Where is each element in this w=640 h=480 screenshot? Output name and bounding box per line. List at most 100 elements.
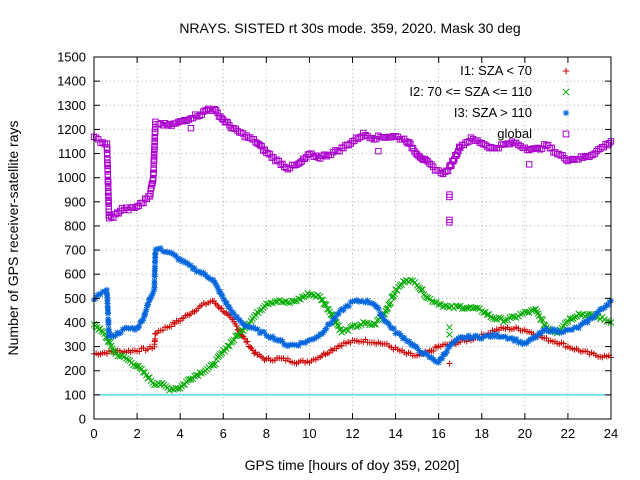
data-point — [553, 150, 561, 158]
outlier-point — [446, 360, 453, 367]
data-point — [112, 210, 119, 218]
data-point — [446, 303, 453, 311]
data-point — [104, 338, 112, 345]
x-tick-label: 20 — [518, 426, 532, 441]
data-point — [491, 315, 499, 323]
data-point — [166, 121, 173, 128]
y-tick-label: 1000 — [57, 170, 86, 185]
data-point — [508, 313, 516, 320]
data-point — [390, 292, 397, 300]
x-tick-label: 22 — [561, 426, 575, 441]
data-point — [120, 206, 128, 214]
data-point — [308, 290, 315, 298]
data-point — [198, 369, 206, 377]
data-point — [508, 138, 516, 145]
data-point — [159, 327, 166, 334]
data-point — [372, 320, 379, 328]
data-point — [335, 322, 342, 330]
data-point — [555, 150, 563, 158]
data-point — [577, 153, 585, 160]
data-point — [155, 121, 162, 128]
data-point — [487, 143, 494, 151]
data-point — [487, 313, 495, 321]
legend-label: I3: SZA > 110 — [454, 105, 532, 120]
data-point — [355, 322, 363, 330]
data-point — [603, 318, 611, 325]
data-point — [419, 286, 426, 293]
data-point — [179, 118, 186, 125]
x-tick-label: 12 — [345, 426, 359, 441]
data-point — [272, 157, 279, 165]
series-layer — [90, 105, 615, 394]
data-point — [189, 114, 197, 122]
y-tick-label: 0 — [79, 412, 86, 427]
data-point — [362, 319, 369, 327]
data-point — [220, 308, 227, 315]
y-tick-label: 200 — [64, 363, 86, 378]
data-point — [435, 301, 443, 308]
x-axis-label: GPS time [hours of doy 359, 2020] — [245, 457, 460, 473]
data-point — [417, 286, 425, 294]
data-point — [164, 122, 171, 129]
data-point — [345, 141, 353, 149]
data-point — [271, 298, 279, 305]
outlier-point — [446, 331, 453, 338]
data-point — [295, 342, 302, 349]
data-point — [207, 362, 215, 369]
data-point — [194, 113, 201, 120]
series-2 — [91, 245, 614, 366]
data-point — [136, 323, 143, 330]
data-point — [104, 162, 111, 169]
data-point — [497, 314, 505, 322]
data-point — [321, 151, 328, 158]
y-tick-label: 700 — [64, 243, 86, 258]
x-tick-label: 6 — [220, 426, 227, 441]
data-point — [110, 214, 117, 221]
data-point — [211, 297, 218, 304]
data-point — [185, 116, 192, 123]
data-point — [517, 310, 524, 318]
data-point — [267, 299, 274, 307]
data-point — [569, 155, 576, 163]
data-point — [194, 372, 202, 379]
grid — [94, 57, 611, 419]
data-point — [525, 146, 533, 154]
data-point — [226, 342, 233, 350]
x-tick-label: 16 — [431, 426, 445, 441]
data-point — [254, 326, 261, 333]
data-point — [537, 330, 544, 337]
data-point — [375, 132, 382, 139]
data-point — [338, 342, 345, 349]
data-point — [181, 116, 188, 124]
data-point — [368, 134, 376, 142]
data-point — [332, 315, 339, 322]
data-point — [103, 146, 111, 153]
plot-frame — [93, 56, 612, 420]
data-point — [589, 151, 597, 158]
data-point — [261, 328, 268, 335]
y-tick-label: 1500 — [57, 50, 86, 65]
data-point — [469, 135, 477, 143]
data-point — [562, 156, 570, 164]
data-point — [560, 340, 567, 347]
data-point — [346, 323, 354, 331]
data-point — [581, 152, 589, 160]
legend-label: global — [497, 126, 532, 141]
data-point — [192, 111, 199, 118]
outlier-points — [187, 124, 533, 367]
data-point — [99, 139, 106, 146]
data-point — [212, 300, 219, 307]
data-point — [150, 381, 158, 389]
data-point — [566, 156, 574, 163]
data-point — [329, 148, 337, 156]
data-point — [150, 164, 157, 172]
data-point — [453, 152, 460, 159]
y-tick-label: 1400 — [57, 74, 86, 89]
legend-label: I1: SZA < 70 — [460, 63, 532, 78]
data-point — [239, 130, 247, 137]
data-point — [474, 304, 481, 312]
outlier-point — [446, 219, 453, 226]
data-point — [448, 162, 455, 169]
x-tick-label: 8 — [263, 426, 270, 441]
data-point — [131, 204, 139, 211]
